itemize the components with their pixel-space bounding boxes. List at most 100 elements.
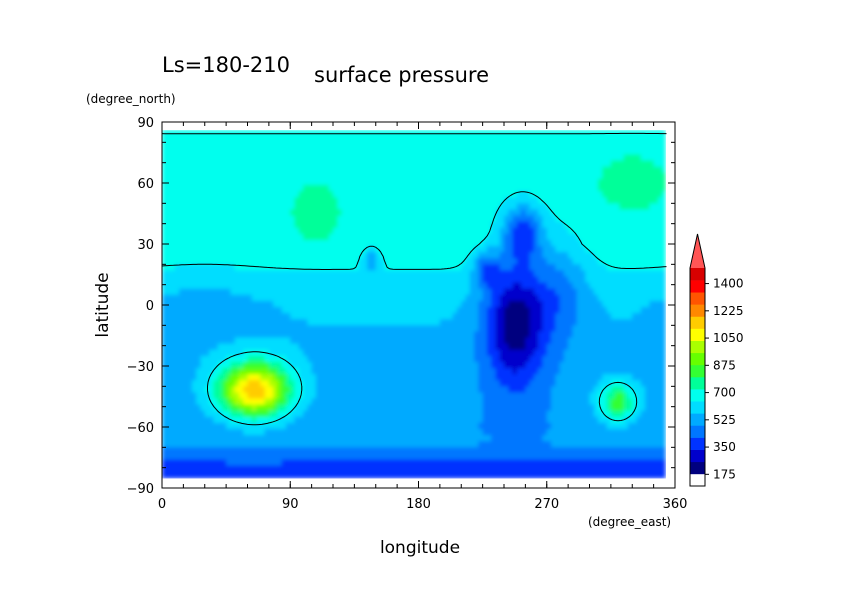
heatmap-cell [448,221,454,229]
heatmap-cell [191,264,197,272]
heatmap-cell [333,215,338,223]
heatmap-cell [649,300,655,308]
heatmap-cell [354,227,360,235]
heatmap-cell [226,386,232,394]
heatmap-cell [397,307,402,314]
heatmap-cell [521,197,526,204]
heatmap-cell [320,325,326,333]
heatmap-cell [350,355,355,363]
heatmap-cell [478,209,484,217]
heatmap-cell [482,136,488,143]
heatmap-cell [563,178,569,186]
heatmap-cell [234,368,240,375]
heatmap-cell [285,246,291,253]
heatmap-cell [589,154,595,162]
heatmap-cell [516,252,522,259]
heatmap-cell [328,203,334,211]
heatmap-cell [251,368,257,375]
heatmap-cell [221,209,227,217]
heatmap-cell [542,374,548,381]
field-cells [162,130,666,479]
heatmap-cell [559,374,565,381]
heatmap-cell [221,337,227,345]
heatmap-cell [606,172,612,180]
heatmap-cell [610,142,616,150]
heatmap-cell [226,233,232,241]
heatmap-cell [213,288,219,296]
heatmap-cell [568,215,574,223]
heatmap-cell [200,233,206,241]
heatmap-cell [298,325,304,333]
heatmap-cell [619,349,625,357]
heatmap-cell [662,239,666,247]
heatmap-cell [499,307,505,314]
heatmap-cell [568,233,574,241]
heatmap-cell [461,142,467,150]
heatmap-cell [354,209,360,217]
heatmap-cell [439,270,445,278]
heatmap-cell [512,136,518,143]
heatmap-cell [529,294,535,302]
heatmap-cell [563,252,569,259]
heatmap-cell [580,191,586,198]
heatmap-cell [576,203,582,211]
heatmap-cell [482,380,488,387]
heatmap-cell [632,166,638,174]
heatmap-cell [546,136,552,143]
heatmap-cell [196,307,202,314]
heatmap-cell [486,294,492,302]
heatmap-cell [610,221,616,229]
heatmap-cell [315,337,321,345]
heatmap-cell [516,239,522,247]
heatmap-cell [418,148,424,156]
heatmap-cell [533,343,539,351]
heatmap-cell [499,325,505,333]
heatmap-cell [551,166,556,174]
heatmap-cell [226,136,232,143]
heatmap-cell [649,258,655,265]
heatmap-cell [170,148,176,156]
heatmap-cell [448,136,454,143]
heatmap-cell [230,258,236,265]
heatmap-cell [179,380,184,387]
heatmap-cell [456,191,462,198]
heatmap-cell [610,270,616,278]
heatmap-cell [593,337,599,345]
heatmap-cell [568,239,574,247]
heatmap-cell [452,325,458,333]
heatmap-cell [439,300,445,308]
heatmap-cell [512,282,518,290]
heatmap-cell [598,337,603,345]
heatmap-cell [226,355,232,363]
heatmap-cell [191,270,197,278]
heatmap-cell [627,185,633,192]
heatmap-cell [179,374,184,381]
heatmap-cell [230,209,236,217]
heatmap-cell [354,288,360,296]
heatmap-cell [311,252,317,259]
heatmap-cell [183,197,189,204]
heatmap-cell [397,154,402,162]
heatmap-cell [585,154,591,162]
heatmap-cell [615,203,621,211]
heatmap-cell [405,361,411,369]
heatmap-cell [627,276,633,284]
heatmap-cell [260,142,266,150]
heatmap-cell [551,197,556,204]
heatmap-cell [384,252,390,259]
heatmap-cell [435,276,441,284]
heatmap-cell [478,270,484,278]
heatmap-cell [166,246,172,253]
heatmap-cell [632,282,638,290]
heatmap-cell [371,209,377,217]
heatmap-cell [260,209,266,217]
heatmap-cell [495,368,501,375]
heatmap-cell [533,172,539,180]
heatmap-cell [367,148,373,156]
heatmap-cell [354,166,360,174]
heatmap-cell [525,215,531,223]
heatmap-cell [619,313,625,320]
heatmap-cell [568,319,574,326]
heatmap-cell [200,380,206,387]
heatmap-cell [529,227,535,235]
